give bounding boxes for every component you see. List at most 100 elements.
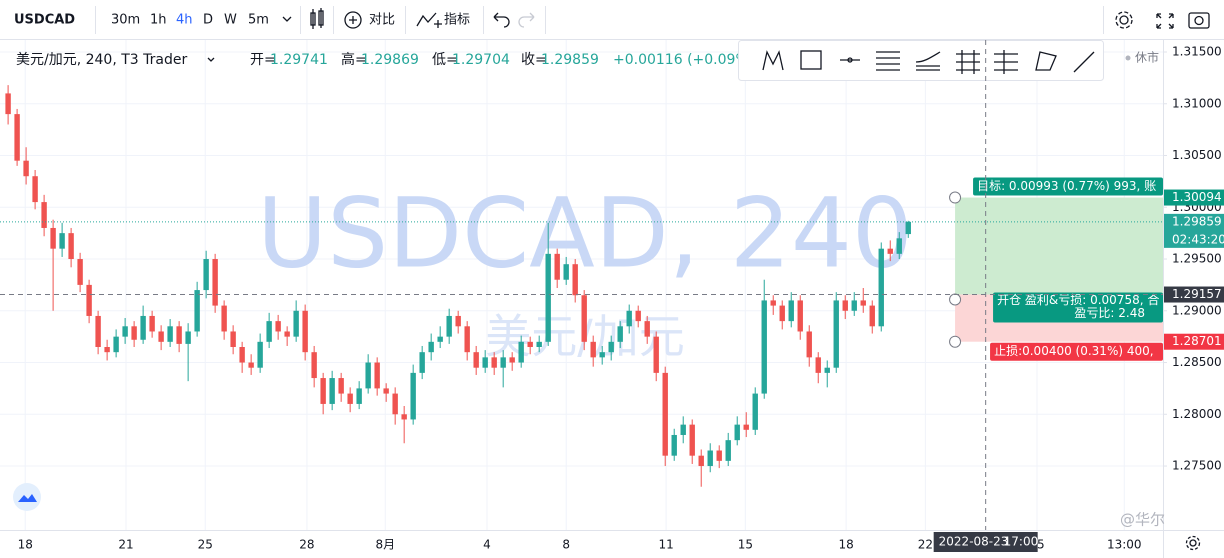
candle-body [383, 388, 389, 394]
candle-body [68, 233, 74, 260]
candle-body [176, 326, 182, 344]
x-tick-label: 8 [562, 538, 570, 552]
interval[interactable]: 5m [248, 13, 269, 28]
candle-body [5, 93, 11, 115]
candle-body [509, 357, 515, 363]
tool-measure[interactable] [994, 50, 1018, 74]
top-toolbar: USDCAD 30m 1h 4h D W 5m 对比 指标 [0, 6, 1224, 40]
candle-body [842, 300, 848, 311]
candle-body [392, 393, 398, 415]
compare-button[interactable]: 对比 [369, 13, 395, 28]
target-label-box [973, 177, 1163, 196]
indicators-button[interactable]: 指标 [444, 13, 470, 28]
countdown: 02:43:20 [1172, 232, 1224, 246]
candle-body [824, 367, 830, 373]
y-tick-label: 1.28000 [1172, 407, 1222, 421]
candle-body [707, 450, 713, 467]
status-dot [1125, 55, 1131, 61]
candle-body [23, 160, 29, 177]
tool-grid[interactable] [956, 50, 980, 74]
stop-price-label: 1.28701 [1172, 334, 1222, 348]
settings-button[interactable] [1115, 11, 1133, 29]
undo-button[interactable] [493, 12, 510, 28]
tool-fib[interactable] [876, 51, 900, 71]
candle-body [446, 315, 452, 337]
legend-menu[interactable] [207, 57, 215, 62]
legend: 美元/加元, 240, T3 Trader 开= 1.29741 高= 1.29… [16, 50, 1159, 69]
candle-body [896, 238, 902, 254]
legend-low-label: 低= [432, 52, 458, 68]
interval[interactable]: D [203, 13, 213, 28]
watermark: USDCAD, 240 美元/加元 [257, 177, 913, 363]
candle-body [113, 336, 119, 353]
candle-body [212, 259, 218, 306]
target-price-label-box [1164, 189, 1224, 206]
axes: 1.27500 1.28000 1.28500 1.29000 1.29500 1.300… [18, 45, 1224, 552]
y-tick-label: 1.28500 [1172, 355, 1222, 369]
candle-body [788, 300, 794, 322]
interval-menu[interactable] [282, 16, 292, 22]
candle-body [806, 331, 812, 358]
axis-settings-button[interactable] [1185, 535, 1201, 551]
entry-label: 开仓 盈利&亏损: 0.00758, 合 [997, 292, 1159, 307]
y-tick-label: 1.27500 [1172, 459, 1222, 473]
candle-body [725, 440, 731, 461]
candle-body [149, 315, 155, 332]
candle-body [347, 393, 353, 404]
candle-body [374, 362, 380, 389]
redo-button[interactable] [518, 12, 535, 28]
candle-body [554, 253, 560, 280]
candle-body [617, 326, 623, 342]
crosshair-price-label: 1.29157 [1172, 287, 1222, 301]
candle-body [437, 336, 443, 342]
candle-body [833, 300, 839, 368]
tool-pattern[interactable] [762, 50, 784, 71]
stop-price-label-box [1164, 333, 1224, 350]
interval-active[interactable]: 4h [176, 13, 193, 28]
interval[interactable]: W [224, 13, 237, 28]
tool-horizontal-ray[interactable] [840, 57, 860, 63]
drawing-toolbar [738, 40, 1104, 81]
position-handle [949, 335, 962, 348]
candle-body [356, 388, 362, 404]
x-tick-label: 11 [658, 538, 673, 552]
fullscreen-button[interactable] [1156, 13, 1174, 29]
crosshair-date: 2022-08-23 [939, 535, 1009, 549]
candle-body [905, 221, 911, 235]
legend-high-label: 高= [341, 51, 367, 68]
candle-body [536, 341, 542, 348]
snapshot-button[interactable] [1188, 12, 1210, 29]
drawing-toolbar-panel [738, 40, 1104, 81]
candle-body [869, 305, 875, 327]
interval[interactable]: 1h [150, 13, 167, 28]
symbol[interactable]: USDCAD [14, 13, 75, 28]
candle-body [887, 248, 893, 254]
candle-body [563, 264, 569, 280]
candle-body [239, 347, 245, 363]
x-tick-label: 8月 [375, 538, 395, 552]
indicators-icon[interactable] [416, 12, 442, 28]
compare-icon[interactable] [344, 11, 362, 29]
tool-trend-line[interactable] [1073, 51, 1095, 73]
candle-body [86, 284, 92, 316]
tool-rectangle[interactable] [800, 50, 822, 70]
tool-fib-fan[interactable] [915, 51, 941, 71]
interval[interactable]: 30m [111, 13, 140, 28]
crosshair-price-label-box [1164, 286, 1224, 303]
last-price-label-box [1164, 213, 1224, 248]
candle-body [131, 326, 137, 340]
position-handle [949, 293, 962, 306]
candle-body [626, 310, 632, 327]
candle-body [320, 378, 326, 404]
tool-polygon[interactable] [1035, 51, 1057, 71]
ratio-label: 盈亏比: 2.48 [1074, 306, 1145, 320]
candle-body [878, 248, 884, 327]
chart-style-button[interactable] [310, 8, 324, 29]
candle-body [50, 227, 56, 249]
candle-body [302, 310, 308, 353]
y-tick-label: 1.31500 [1172, 45, 1222, 59]
legend-title[interactable]: 美元/加元, 240, T3 Trader [16, 52, 187, 68]
candle-body [230, 331, 236, 348]
candle-body [158, 331, 164, 342]
candle-body [257, 341, 263, 368]
